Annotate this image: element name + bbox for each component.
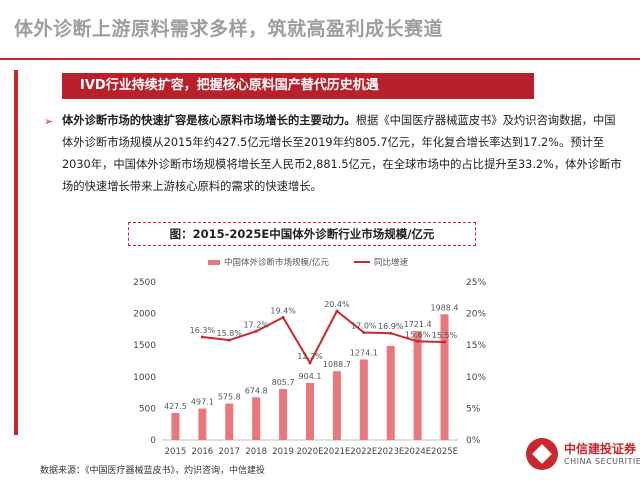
body-paragraph: 体外诊断市场的快速扩容是核心原料市场增长的主要动力。根据《中国医疗器械蓝皮书》及… xyxy=(62,110,622,198)
bar-data-label: 1988.4 xyxy=(431,303,459,312)
x-tick-label: 2024E xyxy=(404,447,431,457)
bar-data-label: 805.7 xyxy=(272,378,295,387)
growth-point xyxy=(200,335,204,339)
bar xyxy=(413,331,422,440)
bar xyxy=(386,345,395,440)
growth-point xyxy=(254,329,258,333)
y-right-tick-label: 10% xyxy=(466,373,486,383)
bar xyxy=(440,314,449,440)
bar xyxy=(306,382,314,440)
y-right-tick-label: 25% xyxy=(466,278,486,288)
logo-name-en: CHINA SECURITIES xyxy=(564,457,640,466)
legend-line-label: 同比增速 xyxy=(374,257,409,268)
bar-data-label: 1721.4 xyxy=(404,320,432,329)
bar-data-label: 427.5 xyxy=(164,402,187,411)
x-tick-label: 2016 xyxy=(192,447,214,457)
page-title: 体外诊断上游原料需求多样，筑就高盈利成长赛道 xyxy=(14,18,444,40)
legend-bar-label: 中国体外诊断市场规模/亿元 xyxy=(224,257,329,268)
bar-data-label: 1088.7 xyxy=(323,360,351,369)
left-accent-bar xyxy=(14,70,18,435)
growth-point xyxy=(362,331,366,335)
bar xyxy=(198,408,207,440)
growth-data-label: 16.3% xyxy=(190,326,216,335)
title-divider xyxy=(0,58,640,60)
y-right-tick-label: 5% xyxy=(466,404,481,414)
y-right-tick-label: 0% xyxy=(466,436,481,446)
bar xyxy=(359,359,368,440)
legend-bar-swatch xyxy=(208,260,220,265)
growth-line xyxy=(202,309,445,365)
y-right-tick-label: 20% xyxy=(466,310,486,320)
y-left-tick-label: 2500 xyxy=(133,278,156,288)
x-tick-label: 2019 xyxy=(272,447,294,457)
bar-data-label: 904.1 xyxy=(299,372,322,381)
growth-data-label: 12.2% xyxy=(297,352,323,361)
growth-data-label: 15.5% xyxy=(432,331,458,340)
growth-point xyxy=(281,315,285,319)
x-tick-label: 2022E xyxy=(350,447,377,457)
lead-sentence: 体外诊断市场的快速扩容是核心原料市场增长的主要动力。 xyxy=(62,114,356,127)
bar-data-label: 1274.1 xyxy=(350,348,378,357)
bar-data-label: 674.8 xyxy=(245,386,268,395)
x-tick-label: 2021E xyxy=(323,447,350,457)
bar xyxy=(225,403,234,440)
growth-data-label: 17.0% xyxy=(351,322,377,331)
bar xyxy=(332,371,341,440)
y-right-tick-label: 15% xyxy=(466,341,486,351)
bar-data-label: 575.8 xyxy=(218,393,241,402)
y-left-tick-label: 500 xyxy=(139,404,156,414)
growth-data-label: 15.8% xyxy=(217,329,243,338)
body-text: 根据《中国医疗器械蓝皮书》及灼识咨询数据，中国体外诊断市场规模从2015年约42… xyxy=(62,114,622,193)
logo-name-cn: 中信建投证券 xyxy=(564,442,637,456)
bar xyxy=(252,397,261,440)
growth-point xyxy=(389,331,393,335)
growth-data-label: 20.4% xyxy=(324,300,350,309)
x-tick-label: 2025E xyxy=(431,447,458,457)
growth-data-label: 17.2% xyxy=(243,320,269,329)
y-left-tick-label: 2000 xyxy=(133,310,156,320)
company-logo: 中信建投证券 CHINA SECURITIES xyxy=(526,436,640,476)
growth-point xyxy=(308,361,312,365)
data-source: 数据来源：《中国医疗器械蓝皮书》，灼识咨询，中信建投 xyxy=(40,466,266,476)
y-left-tick-label: 1000 xyxy=(133,373,156,383)
growth-point xyxy=(227,338,231,342)
x-tick-label: 2015 xyxy=(165,447,187,457)
bullet-arrow-icon: ➢ xyxy=(44,115,54,128)
x-tick-label: 2023E xyxy=(377,447,404,457)
growth-data-label: 15.6% xyxy=(405,330,431,339)
growth-point xyxy=(443,340,447,344)
section-banner: IVD行业持续扩容，把握核心原料国产替代历史机遇 xyxy=(62,73,534,99)
growth-point xyxy=(335,309,339,313)
x-tick-label: 2020E xyxy=(296,447,323,457)
growth-data-label: 16.9% xyxy=(378,322,404,331)
growth-point xyxy=(416,339,420,343)
bar xyxy=(171,412,180,440)
x-tick-label: 2017 xyxy=(218,447,240,457)
bar xyxy=(279,389,288,440)
logo-seal-icon xyxy=(526,438,558,470)
growth-data-label: 19.4% xyxy=(270,306,296,315)
x-tick-label: 2018 xyxy=(245,447,267,457)
y-left-tick-label: 1500 xyxy=(133,341,156,351)
bar-data-label: 497.1 xyxy=(191,398,214,407)
chart-caption: 图：2015-2025E中国体外诊断行业市场规模/亿元 xyxy=(128,222,476,246)
y-left-tick-label: 0 xyxy=(150,436,156,446)
